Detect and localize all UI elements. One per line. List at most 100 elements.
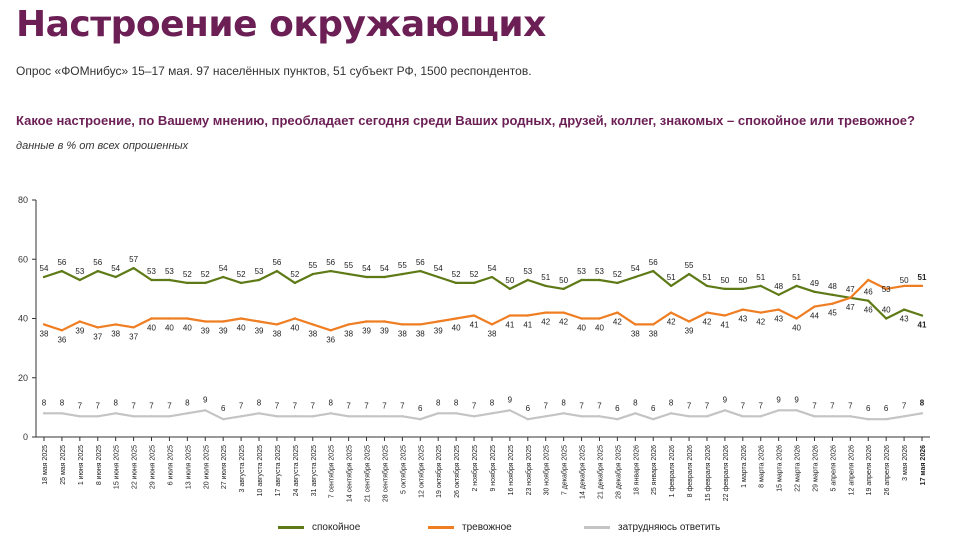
data-label-2: 6 (884, 404, 889, 413)
data-label-2: 8 (454, 398, 459, 407)
data-label-0: 50 (738, 276, 747, 285)
data-label-1: 42 (667, 318, 676, 327)
data-label-0: 53 (255, 267, 264, 276)
data-point-1 (132, 326, 135, 329)
x-tick-label: 17 августа 2025 (275, 445, 282, 496)
data-label-1: 40 (290, 324, 299, 333)
data-point-0 (616, 281, 619, 285)
x-tick-label: 14 сентября 2025 (346, 445, 354, 502)
data-point-0 (795, 284, 798, 288)
data-label-0: 51 (703, 273, 712, 282)
x-tick-label: 8 марта 2026 (759, 445, 766, 488)
data-point-2 (867, 418, 870, 421)
x-tick-label: 13 июля 2025 (185, 445, 192, 489)
data-point-2 (239, 415, 243, 418)
data-point-2 (616, 418, 619, 421)
x-tick-label: 15 февраля 2026 (705, 445, 712, 501)
data-label-1: 41 (470, 321, 479, 330)
data-label-2: 7 (812, 401, 817, 410)
data-point-1 (78, 320, 82, 323)
x-tick-label: 19 октября 2025 (435, 445, 443, 498)
data-point-1 (795, 317, 798, 320)
data-point-0 (257, 278, 261, 282)
data-point-1 (902, 284, 906, 288)
x-tick-label: 27 июля 2025 (221, 445, 228, 489)
data-point-0 (204, 281, 207, 285)
data-point-1 (741, 308, 745, 311)
data-label-1: 39 (201, 326, 210, 335)
data-point-2 (472, 415, 476, 418)
data-label-1: 36 (57, 335, 66, 344)
data-label-1: 44 (810, 312, 819, 321)
data-point-2 (687, 415, 691, 418)
data-point-2 (634, 412, 637, 415)
data-point-1 (347, 323, 350, 326)
data-label-1: 38 (344, 329, 353, 338)
data-point-0 (687, 272, 691, 276)
data-label-2: 9 (794, 395, 799, 404)
data-label-0: 56 (416, 258, 425, 267)
data-point-1 (257, 320, 261, 323)
data-label-1: 38 (40, 329, 49, 338)
data-label-1: 41 (523, 321, 532, 330)
legend-label-calm: спокойное (312, 522, 361, 533)
data-label-0: 54 (219, 264, 228, 273)
data-point-0 (920, 314, 924, 317)
x-tick-label: 12 апреля 2026 (848, 445, 855, 495)
data-point-2 (777, 409, 780, 412)
line-chart: 0 20 40 60 80 18 мая 2025 25 мая 2025 1 июня 20… (18, 195, 930, 502)
data-point-0 (78, 278, 82, 282)
data-label-0: 53 (165, 267, 174, 276)
data-label-0: 53 (75, 267, 84, 276)
data-label-2: 7 (78, 401, 83, 410)
data-point-0 (902, 308, 906, 311)
data-label-2: 7 (346, 401, 351, 410)
data-point-1 (275, 323, 279, 326)
data-label-2: 6 (526, 404, 531, 413)
x-tick-label: 8 июня 2025 (96, 445, 103, 485)
data-point-2 (705, 415, 709, 418)
data-label-2: 8 (561, 398, 566, 407)
x-tick-label: 15 июня 2025 (114, 445, 121, 489)
data-label-0: 52 (470, 270, 479, 279)
data-label-0: 51 (541, 273, 550, 282)
data-label-0: 52 (201, 270, 210, 279)
data-label-2: 8 (257, 398, 262, 407)
data-label-0: 52 (237, 270, 246, 279)
data-label-2: 9 (723, 395, 728, 404)
data-point-1 (598, 317, 601, 320)
data-label-0: 54 (488, 264, 497, 273)
x-tick-label: 1 февраля 2026 (669, 445, 676, 497)
data-label-2: 7 (830, 401, 835, 410)
data-point-1 (508, 314, 512, 317)
data-label-0: 51 (792, 273, 801, 282)
x-tick-label: 21 декабря 2025 (596, 445, 604, 499)
data-point-0 (347, 272, 350, 276)
x-tick-label: 21 сентября 2025 (364, 445, 372, 502)
data-label-0: 52 (613, 270, 622, 279)
data-point-1 (221, 320, 225, 323)
x-tick-label: 9 ноября 2025 (489, 445, 497, 492)
data-point-0 (526, 278, 529, 282)
x-tick-label: 28 декабря 2025 (614, 445, 622, 499)
data-point-0 (634, 275, 637, 279)
data-point-2 (221, 418, 225, 421)
data-label-1: 47 (846, 303, 855, 312)
data-label-0: 56 (57, 258, 66, 267)
data-point-0 (813, 290, 816, 294)
data-label-1: 39 (255, 326, 264, 335)
data-point-0 (669, 284, 673, 288)
data-point-2 (60, 412, 64, 415)
data-label-0: 53 (523, 267, 532, 276)
data-label-2: 7 (543, 401, 548, 410)
x-tick-label: 18 мая 2025 (42, 445, 49, 485)
data-label-1: 40 (237, 324, 246, 333)
data-point-0 (96, 269, 99, 273)
data-point-0 (562, 287, 565, 291)
data-label-1: 38 (111, 329, 120, 338)
data-point-2 (795, 409, 798, 412)
data-label-2: 6 (418, 404, 423, 413)
x-tick-label: 30 ноября 2025 (543, 445, 551, 496)
data-label-1: 40 (183, 324, 192, 333)
data-label-2: 8 (42, 398, 47, 407)
